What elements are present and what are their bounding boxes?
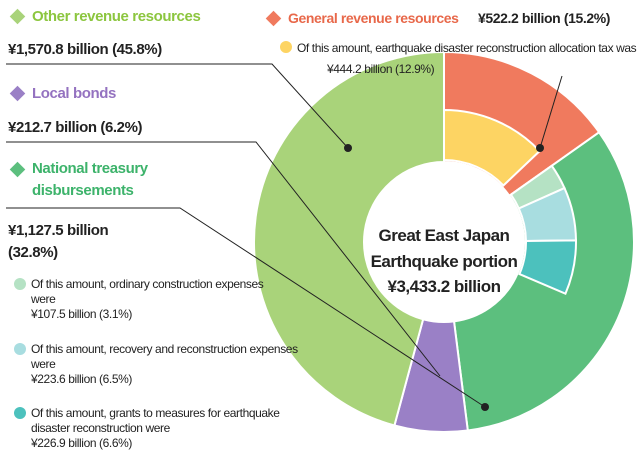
detail-value: ¥107.5 billion (3.1%) xyxy=(31,307,133,321)
legend-marker xyxy=(9,8,26,25)
legend-marker xyxy=(9,161,26,178)
detail-value: ¥226.9 billion (6.6%) xyxy=(31,436,133,450)
label: National treasury disbursements xyxy=(32,160,148,199)
detail-text: Of this amount, recovery and reconstruct… xyxy=(31,342,298,371)
detail-value: ¥223.6 billion (6.5%) xyxy=(31,372,133,386)
legend-marker xyxy=(9,85,26,102)
sub-segment xyxy=(518,239,577,295)
detail: Of this amount, grants to measures for e… xyxy=(14,406,321,451)
detail-value: ¥444.2 billion (12.9%) xyxy=(327,62,435,76)
leader-dot xyxy=(481,403,489,411)
center-label: Great East Japan xyxy=(378,226,510,245)
leader-line xyxy=(6,207,486,408)
segment-name: National treasury disbursements xyxy=(9,158,182,202)
segment-value: ¥1,127.5 billion (32.8%) xyxy=(8,222,109,261)
leader-line xyxy=(539,75,563,149)
legend-marker xyxy=(265,10,282,27)
label: Local bonds xyxy=(32,85,116,102)
detail-text: Of this amount, grants to measures for e… xyxy=(31,406,280,435)
leader-dot xyxy=(536,144,544,152)
segment-value: ¥1,570.8 billion (45.8%) xyxy=(8,41,162,58)
center-label: ¥3,433.2 billion xyxy=(387,277,501,296)
label: Other revenue resources xyxy=(32,8,201,25)
detail: Of this amount, ordinary construction ex… xyxy=(14,277,281,322)
leader-line xyxy=(6,63,349,149)
center-label: Earthquake portion xyxy=(370,252,518,271)
detail-text: Of this amount, earthquake disaster reco… xyxy=(297,41,637,55)
segment-name: General revenue resources xyxy=(265,10,459,27)
segment-value: ¥212.7 billion (6.2%) xyxy=(8,119,143,136)
legend-marker xyxy=(14,407,26,419)
detail-text: Of this amount, ordinary construction ex… xyxy=(31,277,264,306)
legend-marker xyxy=(14,343,26,355)
detail: Of this amount, recovery and reconstruct… xyxy=(14,342,301,387)
legend-marker xyxy=(14,278,26,290)
leader-line xyxy=(6,141,441,377)
segment-value: ¥522.2 billion (15.2%) xyxy=(478,10,611,26)
segment-name: Other revenue resources xyxy=(9,8,201,25)
label: General revenue resources xyxy=(288,10,459,26)
detail: Of this amount, earthquake disaster reco… xyxy=(280,38,637,80)
leader-dot xyxy=(344,144,352,152)
segment-name: Local bonds xyxy=(9,85,116,102)
legend-marker xyxy=(280,41,292,53)
donut-hole xyxy=(364,162,524,322)
